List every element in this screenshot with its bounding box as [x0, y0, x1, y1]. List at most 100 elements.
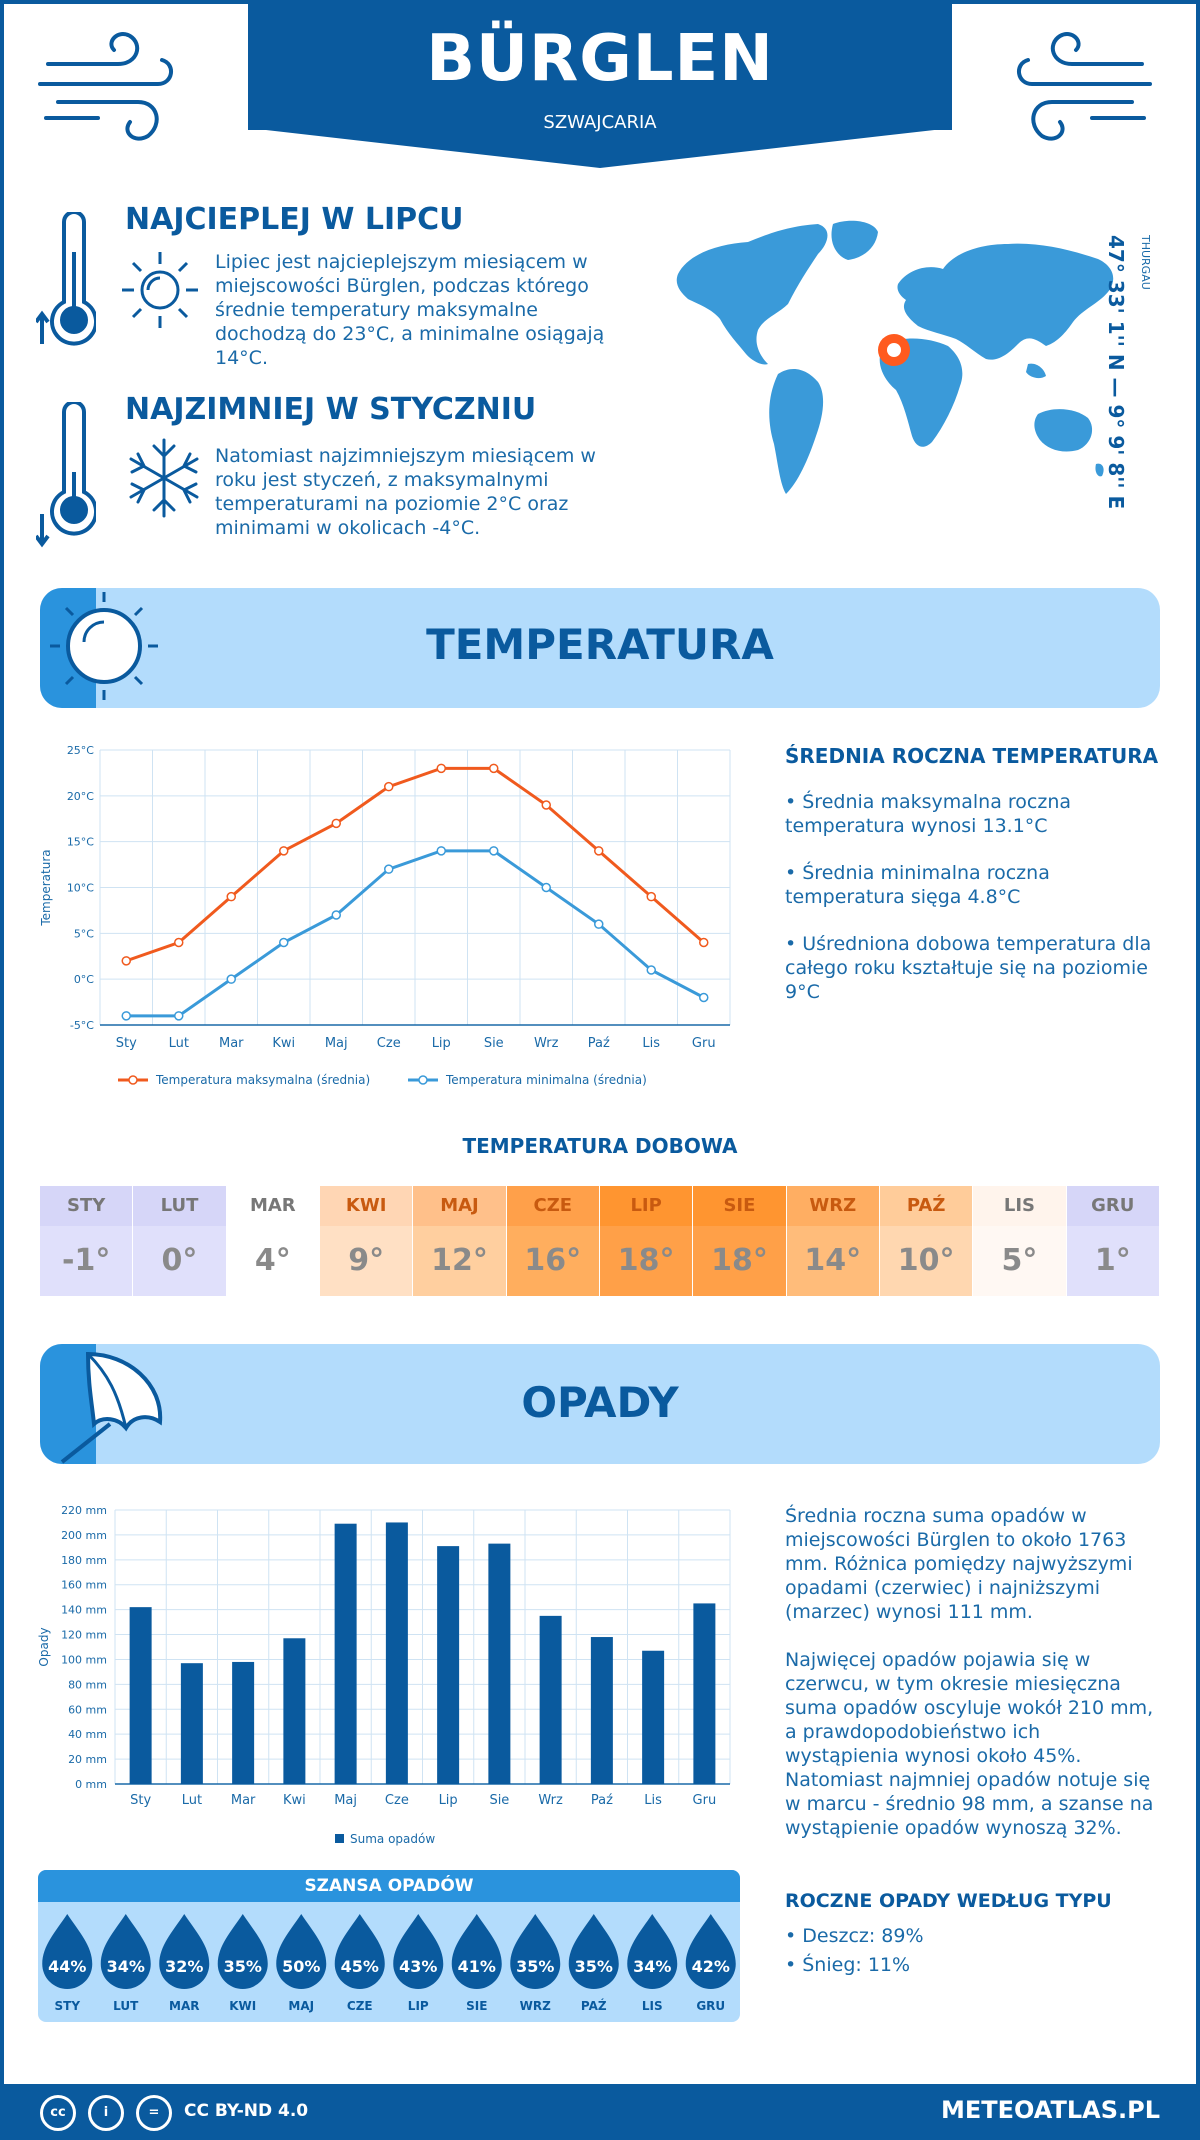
y-tick-label: 20°C [67, 790, 94, 803]
precip-bar [437, 1546, 460, 1784]
x-tick-label: Gru [692, 1036, 716, 1051]
daily-temp-cell: LIS 5° [973, 1186, 1066, 1296]
x-tick-label: Kwi [272, 1036, 295, 1051]
precip-bar [180, 1663, 203, 1784]
world-map [676, 220, 1114, 494]
precip-bar [642, 1650, 665, 1784]
data-point [331, 818, 341, 829]
rain-drop-icon [568, 1914, 619, 1989]
data-point [331, 910, 341, 920]
rain-drop-icon [510, 1914, 561, 1989]
attribution-icon: i [88, 2095, 124, 2131]
daily-temp-cell: WRZ 14° [786, 1186, 879, 1296]
precip-banner [40, 1344, 1160, 1464]
y-tick-label: 120 mm [61, 1629, 107, 1642]
x-tick-label: Kwi [283, 1793, 306, 1808]
y-tick-label: -5°C [70, 1019, 94, 1032]
precip-type-rain: • Deszcz: 89% [785, 1925, 924, 1947]
temperature-chart: -5°C 0°C 5°C 10°C 15°C 20°C 25°C Sty Lut Mar Kwi Ma… [39, 744, 731, 1087]
x-tick-label: Maj [325, 1036, 348, 1051]
daily-temp-month: KWI [319, 1186, 413, 1226]
daily-temp-month: WRZ [786, 1186, 879, 1226]
precip-bar [334, 1523, 357, 1784]
rain-drop-icon [217, 1914, 268, 1989]
annual-temp-bullet-1: • Średnia maksymalna roczna temperatura … [785, 791, 1072, 837]
x-tick-label: Paź [588, 1036, 610, 1051]
precip-chance-title: SZANSA OPADÓW [38, 1870, 740, 1902]
daily-temp-cell: STY -1° [40, 1186, 133, 1296]
daily-temp-value: 5° [973, 1226, 1066, 1296]
data-point [594, 846, 604, 856]
chance-month: LUT [113, 1999, 139, 2013]
daily-temp-cell: KWI 9° [319, 1186, 413, 1296]
thermometer-hot-icon [36, 212, 96, 346]
data-point [436, 846, 446, 856]
daily-temp-value: 9° [319, 1226, 413, 1296]
daily-temp-month: MAJ [413, 1186, 506, 1226]
daily-temp-month: GRU [1066, 1186, 1159, 1226]
chance-month: KWI [229, 1999, 256, 2013]
rain-drop-icon [685, 1914, 736, 1989]
chance-value: 41% [458, 1957, 496, 1976]
rain-drop-icon [627, 1914, 678, 1989]
daily-temp-month: CZE [506, 1186, 599, 1226]
snowflake-icon [129, 438, 199, 518]
y-tick-label: 5°C [74, 927, 94, 940]
y-tick-label: 40 mm [68, 1728, 107, 1741]
daily-temp-month: LUT [133, 1186, 226, 1226]
daily-temp-value: 4° [226, 1226, 319, 1296]
temperature-banner [40, 588, 1160, 708]
data-point [594, 919, 604, 929]
country-subtitle: SZWAJCARIA [543, 112, 657, 133]
x-tick-label: Sie [489, 1793, 509, 1808]
coordinates: 47° 33' 1'' N — 9° 9' 8'' E [1104, 235, 1128, 510]
data-point [646, 891, 656, 902]
precip-bar [590, 1637, 613, 1784]
coldest-title: NAJZIMNIEJ W STYCZNIU [125, 392, 537, 427]
footer-bar [0, 2084, 1200, 2140]
y-tick-label: 20 mm [68, 1753, 107, 1766]
cc-icon: cc [40, 2095, 76, 2131]
data-point [174, 1011, 184, 1021]
legend-swatch [335, 1834, 344, 1843]
precip-title: OPADY [521, 1378, 679, 1427]
y-tick-label: 220 mm [61, 1504, 107, 1517]
chance-value: 34% [107, 1957, 145, 1976]
y-tick-label: 0°C [74, 973, 94, 986]
daily-temp-value: 18° [693, 1226, 786, 1296]
chance-month: LIP [408, 1999, 429, 2013]
x-tick-label: Gru [693, 1793, 717, 1808]
daily-temp-cell: GRU 1° [1066, 1186, 1159, 1296]
chance-month: PAŹ [581, 1998, 607, 2013]
series-line [126, 849, 705, 1018]
sun-banner-icon [50, 592, 158, 700]
data-point [541, 882, 551, 893]
y-tick-label: 180 mm [61, 1554, 107, 1567]
chance-month: MAR [169, 1999, 199, 2013]
data-point [489, 763, 499, 774]
chance-month: CZE [347, 1999, 373, 2013]
y-tick-label: 15°C [67, 836, 94, 849]
header-pointer [248, 128, 952, 168]
precip-text-2: Najwięcej opadów pojawia się w czerwcu, … [785, 1649, 1154, 1839]
thermometer-cold-icon [36, 402, 96, 548]
data-point [174, 937, 184, 948]
daily-temp-cell: MAR 4° [226, 1186, 319, 1296]
data-point [489, 846, 499, 856]
daily-temp-month: STY [40, 1186, 133, 1226]
precip-bar [232, 1661, 255, 1784]
rain-drop-icon [159, 1914, 210, 1989]
data-point [121, 1011, 131, 1021]
y-tick-label: 10°C [67, 882, 94, 895]
chance-value: 43% [399, 1957, 437, 1976]
chance-value: 45% [341, 1957, 379, 1976]
chance-value: 50% [282, 1957, 320, 1976]
chance-value: 35% [516, 1957, 554, 1976]
site-link[interactable]: METEOATLAS.PL [940, 2096, 1160, 2124]
x-tick-label: Lis [642, 1036, 660, 1051]
header-band [248, 0, 952, 130]
legend-label: Temperatura maksymalna (średnia) [155, 1073, 370, 1087]
precip-types-title: ROCZNE OPADY WEDŁUG TYPU [785, 1890, 1112, 1912]
temperature-title: TEMPERATURA [426, 620, 774, 669]
rain-drop-icon [334, 1914, 385, 1989]
